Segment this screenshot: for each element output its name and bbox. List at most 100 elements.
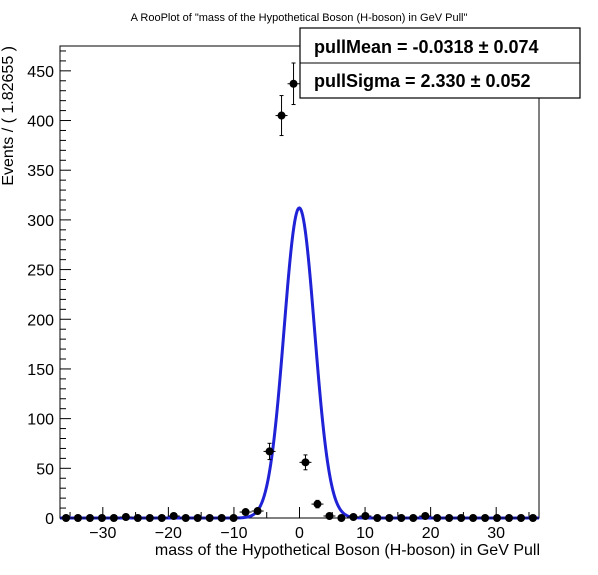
data-point [60,514,73,522]
data-point [443,514,456,522]
data-marker [397,514,406,522]
y-tick-label: 250 [27,263,54,280]
y-tick-label: 0 [45,511,54,528]
data-point [71,514,84,522]
data-point [107,514,120,522]
x-tick-label: 0 [295,525,304,542]
data-point [526,514,539,522]
y-tick-label: 100 [27,412,54,429]
data-marker [169,512,178,521]
data-point [299,454,312,471]
chart-title: A RooPlot of "mass of the Hypothetical B… [131,12,468,24]
stats-pull-mean: pullMean = -0.0318 ± 0.074 [314,37,539,57]
data-marker [421,512,430,521]
y-tick-label: 400 [27,114,54,131]
x-tick-label: −10 [220,525,247,542]
data-marker [457,514,466,522]
x-tick-label: 20 [422,525,440,542]
data-marker [301,458,310,467]
data-marker [493,514,502,522]
data-marker [85,514,94,522]
data-point [155,514,168,522]
x-axis-label: mass of the Hypothetical Boson (H-boson)… [155,542,540,559]
data-marker [517,514,526,522]
data-marker [181,514,190,522]
data-point [95,514,108,522]
data-point [203,514,216,522]
data-marker [121,513,130,522]
data-point [383,514,396,522]
stats-pull-sigma: pullSigma = 2.330 ± 0.052 [314,71,531,91]
data-marker [505,514,514,522]
y-tick-label: 450 [27,64,54,81]
y-tick-label: 150 [27,362,54,379]
data-point [167,512,180,521]
data-point [335,514,348,522]
data-marker [313,500,322,509]
data-marker [385,514,394,522]
data-point [263,442,276,461]
data-point [515,514,528,522]
data-marker [373,514,382,522]
data-point [227,514,240,522]
data-marker [265,447,274,456]
data-marker [205,514,214,522]
data-marker [409,514,418,522]
data-point [275,95,288,137]
data-marker [109,514,118,522]
data-point [119,513,132,522]
y-tick-label: 50 [36,461,54,478]
data-point [407,514,420,522]
data-marker [229,514,238,522]
y-axis-tick-labels: 0 50 100 150 200 250 300 350 400 450 [27,64,54,528]
x-tick-label: 30 [487,525,505,542]
y-axis-label: Events / ( 1.82655 ) [0,46,17,186]
stats-box: pullMean = -0.0318 ± 0.074 pullSigma = 2… [299,27,581,99]
data-marker [481,514,490,522]
data-marker [349,513,358,522]
data-point [251,507,264,516]
data-marker [528,514,537,522]
data-point [179,514,192,522]
x-tick-label: 10 [356,525,374,542]
data-marker [433,514,442,522]
data-marker [277,111,286,120]
data-marker [62,514,71,522]
y-tick-label: 350 [27,163,54,180]
data-marker [361,512,370,521]
x-tick-label: −30 [89,525,116,542]
data-point [131,514,144,522]
data-marker [289,79,298,88]
data-marker [193,514,202,522]
data-point [191,514,204,522]
data-point [143,514,156,522]
y-tick-label: 200 [27,312,54,329]
data-marker [97,514,106,522]
data-point [323,512,336,521]
x-tick-label: −20 [155,525,182,542]
data-point [431,514,444,522]
data-marker [325,512,334,521]
data-point [503,514,516,522]
data-point [419,512,432,521]
data-point [395,514,408,522]
data-marker [241,508,250,517]
data-point [455,514,468,522]
data-point [479,514,492,522]
data-marker [217,514,226,522]
data-point [239,508,252,517]
data-marker [157,514,166,522]
data-point [347,513,360,522]
data-points [60,62,539,522]
data-point [491,514,504,522]
data-marker [337,514,346,522]
data-marker [133,514,142,522]
data-marker [73,514,82,522]
data-point [371,514,384,522]
data-point [83,514,96,522]
data-marker [469,514,478,522]
data-point [359,512,372,521]
data-point [467,514,480,522]
data-marker [145,514,154,522]
